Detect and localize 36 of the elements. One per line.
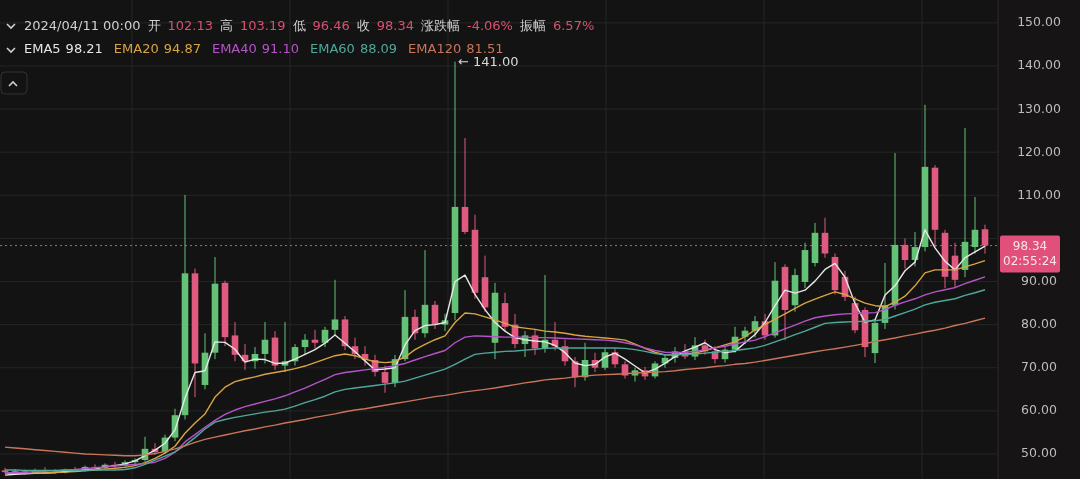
ref-line-label: 98.34 xyxy=(1012,239,1048,254)
text: 02:55:24 xyxy=(1003,254,1057,269)
annotation: -4.06% xyxy=(466,18,513,33)
annotation: 98.34 xyxy=(376,18,414,33)
annotation: 收 xyxy=(356,18,370,33)
annotation: 2024/04/11 00:00 xyxy=(24,18,141,33)
y-tick-label: 110.00 xyxy=(1017,186,1061,202)
text: 88.09 xyxy=(359,41,398,56)
text: EMA5 xyxy=(24,41,61,56)
text: 91.10 xyxy=(261,41,300,56)
annotation: 102.13 xyxy=(167,18,214,33)
y-tick-label: 50.00 xyxy=(1021,445,1057,461)
y-tick-label: 140.00 xyxy=(1017,57,1061,73)
annotation: 103.19 xyxy=(240,18,286,33)
annotation: 96.46 xyxy=(312,18,350,33)
text: EMA20 xyxy=(113,41,159,56)
text: 98.21 xyxy=(65,41,103,56)
text: EMA60 xyxy=(310,41,355,56)
y-tick-label: 60.00 xyxy=(1021,402,1057,418)
annotation: 高 xyxy=(220,18,234,33)
y-tick-label: 90.00 xyxy=(1021,273,1057,289)
text: 81.51 xyxy=(466,41,504,56)
text: EMA40 xyxy=(211,41,257,56)
y-tick-label: 150.00 xyxy=(1017,14,1061,30)
y-tick-label: 130.00 xyxy=(1017,100,1061,116)
y-tick-label: 70.00 xyxy=(1021,359,1057,375)
text: 94.87 xyxy=(163,41,201,56)
annotation: 振幅 xyxy=(519,18,546,33)
annotation: 开 xyxy=(147,18,161,33)
y-tick-label: 80.00 xyxy=(1021,316,1057,332)
y-tick-label: 120.00 xyxy=(1017,143,1061,159)
annotation: 涨跌幅 xyxy=(420,18,460,33)
annotation: 6.57% xyxy=(552,18,595,33)
text: EMA120 xyxy=(408,41,462,56)
annotation: 低 xyxy=(292,18,306,33)
annotation: ← 141.00 xyxy=(458,54,519,70)
